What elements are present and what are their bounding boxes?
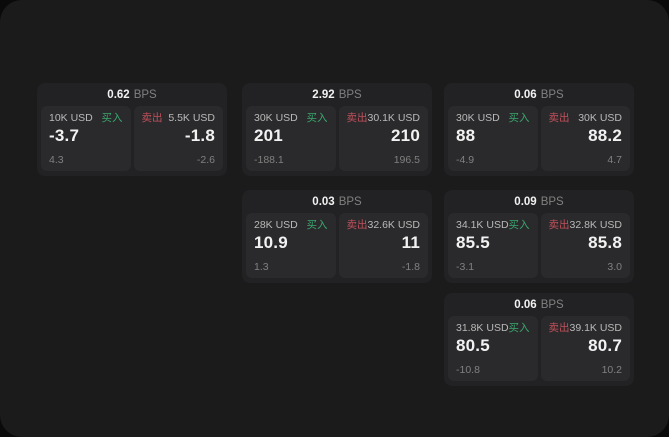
sell-amount: 30K USD <box>578 112 622 124</box>
buy-amount: 30K USD <box>456 112 500 124</box>
buy-label: 买入 <box>508 112 530 124</box>
bps-value: 2.92 <box>312 88 335 101</box>
buy-panel[interactable]: 30K USD 买入 201 -188.1 <box>246 106 336 171</box>
quote-card: 0.06 BPS 31.8K USD 买入 80.5 -10.8 卖出 39.1… <box>444 293 634 386</box>
bps-value: 0.06 <box>514 88 537 101</box>
sell-amount: 30.1K USD <box>367 112 421 124</box>
buy-label: 买入 <box>508 219 530 231</box>
buy-amount: 34.1K USD <box>456 219 509 231</box>
sell-delta: 4.7 <box>607 154 622 166</box>
bps-unit-label: BPS <box>338 88 362 101</box>
bps-value: 0.62 <box>107 88 130 101</box>
sell-panel[interactable]: 卖出 32.6K USD 11 -1.8 <box>338 213 428 278</box>
quote-card: 0.09 BPS 34.1K USD 买入 85.5 -3.1 卖出 32.8K… <box>444 190 634 283</box>
bps-header: 0.03 BPS <box>246 190 428 213</box>
sell-label: 卖出 <box>548 112 570 124</box>
sell-delta: 10.2 <box>601 364 622 376</box>
buy-price: 80.5 <box>456 336 490 355</box>
sell-label: 卖出 <box>548 322 570 334</box>
buy-delta: -4.9 <box>456 154 475 166</box>
buy-panel[interactable]: 30K USD 买入 88 -4.9 <box>448 106 538 171</box>
sell-label: 卖出 <box>548 219 570 231</box>
buy-price: -3.7 <box>49 126 80 145</box>
buy-price: 10.9 <box>254 233 288 252</box>
buy-price: 88 <box>456 126 476 145</box>
buy-amount: 10K USD <box>49 112 93 124</box>
buy-label: 买入 <box>508 322 530 334</box>
buy-price: 85.5 <box>456 233 490 252</box>
buy-amount: 31.8K USD <box>456 322 509 334</box>
bps-unit-label: BPS <box>540 88 564 101</box>
buy-delta: 4.3 <box>49 154 64 166</box>
bps-header: 0.06 BPS <box>448 293 630 316</box>
sell-panel[interactable]: 卖出 30.1K USD 210 196.5 <box>338 106 428 171</box>
bps-header: 0.09 BPS <box>448 190 630 213</box>
buy-panel[interactable]: 31.8K USD 买入 80.5 -10.8 <box>448 316 538 381</box>
buy-delta: 1.3 <box>254 261 269 273</box>
sell-amount: 39.1K USD <box>569 322 623 334</box>
sell-delta: -2.6 <box>196 154 215 166</box>
buy-panel[interactable]: 34.1K USD 买入 85.5 -3.1 <box>448 213 538 278</box>
sell-price: 85.8 <box>588 233 622 252</box>
sell-amount: 5.5K USD <box>168 112 215 124</box>
sell-delta: -1.8 <box>401 261 420 273</box>
sell-price: -1.8 <box>184 126 215 145</box>
quote-card: 2.92 BPS 30K USD 买入 201 -188.1 卖出 30.1K … <box>242 83 432 176</box>
buy-price: 201 <box>254 126 283 145</box>
quote-card: 0.03 BPS 28K USD 买入 10.9 1.3 卖出 32.6K US… <box>242 190 432 283</box>
bps-value: 0.06 <box>514 298 537 311</box>
bps-value: 0.03 <box>312 195 335 208</box>
sell-amount: 32.6K USD <box>367 219 421 231</box>
sell-amount: 32.8K USD <box>569 219 623 231</box>
sell-price: 80.7 <box>588 336 622 355</box>
sell-delta: 3.0 <box>607 261 622 273</box>
sell-label: 卖出 <box>141 112 163 124</box>
buy-label: 买入 <box>306 219 328 231</box>
bps-header: 0.62 BPS <box>41 83 223 106</box>
sell-price: 210 <box>391 126 420 145</box>
buy-delta: -3.1 <box>456 261 475 273</box>
sell-delta: 196.5 <box>393 154 420 166</box>
buy-delta: -188.1 <box>254 154 284 166</box>
bps-unit-label: BPS <box>338 195 362 208</box>
buy-delta: -10.8 <box>456 364 480 376</box>
quote-card: 0.06 BPS 30K USD 买入 88 -4.9 卖出 30K USD 8… <box>444 83 634 176</box>
buy-panel[interactable]: 10K USD 买入 -3.7 4.3 <box>41 106 131 171</box>
sell-panel[interactable]: 卖出 5.5K USD -1.8 -2.6 <box>133 106 223 171</box>
bps-header: 0.06 BPS <box>448 83 630 106</box>
bps-unit-label: BPS <box>540 298 564 311</box>
sell-price: 11 <box>401 233 420 252</box>
sell-label: 卖出 <box>346 112 368 124</box>
buy-amount: 30K USD <box>254 112 298 124</box>
bps-unit-label: BPS <box>540 195 564 208</box>
quote-card: 0.62 BPS 10K USD 买入 -3.7 4.3 卖出 5.5K USD… <box>37 83 227 176</box>
sell-panel[interactable]: 卖出 32.8K USD 85.8 3.0 <box>540 213 630 278</box>
bps-header: 2.92 BPS <box>246 83 428 106</box>
buy-panel[interactable]: 28K USD 买入 10.9 1.3 <box>246 213 336 278</box>
sell-label: 卖出 <box>346 219 368 231</box>
sell-panel[interactable]: 卖出 30K USD 88.2 4.7 <box>540 106 630 171</box>
bps-unit-label: BPS <box>133 88 157 101</box>
sell-panel[interactable]: 卖出 39.1K USD 80.7 10.2 <box>540 316 630 381</box>
bps-value: 0.09 <box>514 195 537 208</box>
buy-label: 买入 <box>101 112 123 124</box>
buy-amount: 28K USD <box>254 219 298 231</box>
sell-price: 88.2 <box>588 126 622 145</box>
buy-label: 买入 <box>306 112 328 124</box>
